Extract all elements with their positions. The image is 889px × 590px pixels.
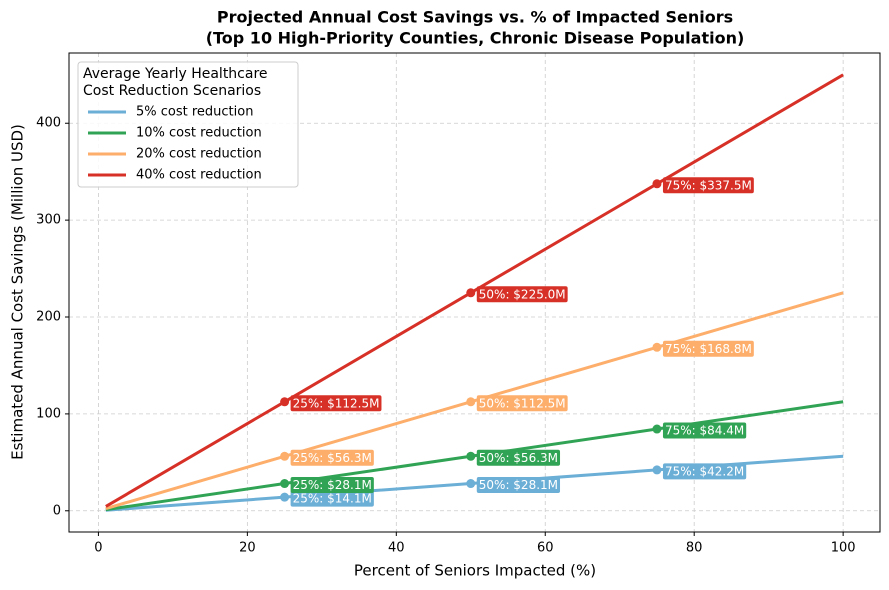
data-label-box (662, 177, 754, 194)
data-point (466, 288, 476, 298)
data-label: 50%: $225.0M (479, 287, 566, 301)
legend-label: 20% cost reduction (136, 147, 262, 162)
data-point (280, 479, 290, 489)
y-tick-label: 200 (36, 310, 61, 325)
data-point (466, 451, 476, 461)
data-label-box (290, 449, 374, 466)
chart-subtitle: (Top 10 High-Priority Counties, Chronic … (206, 29, 745, 48)
data-label-box (290, 395, 382, 412)
data-label: 50%: $28.1M (479, 478, 558, 492)
data-point (466, 397, 476, 407)
y-axis-label: Estimated Annual Cost Savings (Million U… (9, 124, 27, 460)
data-label-group: 75%: $42.2M (662, 463, 747, 480)
data-point (280, 451, 290, 461)
data-label-group: 25%: $14.1M (290, 490, 374, 507)
legend-title: Average Yearly Healthcare (83, 66, 268, 82)
data-label-group: 50%: $112.5M (476, 395, 568, 412)
data-label-group: 25%: $28.1M (290, 477, 374, 494)
data-point (652, 179, 662, 189)
y-tick-label: 100 (36, 406, 61, 421)
data-label-box (476, 395, 568, 412)
data-label-group: 75%: $84.4M (662, 422, 747, 439)
x-tick-label: 20 (239, 541, 256, 556)
x-tick-label: 0 (94, 541, 102, 556)
data-label-group: 50%: $225.0M (476, 286, 568, 303)
data-point (280, 492, 290, 502)
data-label-box (476, 286, 568, 303)
legend-label: 10% cost reduction (136, 126, 262, 141)
data-label: 75%: $84.4M (665, 424, 744, 438)
x-tick-label: 40 (388, 541, 405, 556)
data-point (466, 479, 476, 489)
data-label-box (476, 477, 561, 494)
y-tick-label: 300 (36, 213, 61, 228)
data-label-group: 50%: $28.1M (476, 477, 561, 494)
data-label: 25%: $28.1M (293, 478, 372, 492)
data-label: 75%: $42.2M (665, 464, 744, 478)
data-label: 50%: $56.3M (479, 451, 558, 465)
plot-frame (68, 52, 881, 533)
legend-box (77, 61, 299, 188)
chart-title: Projected Annual Cost Savings vs. % of I… (217, 8, 733, 27)
legend-label: 5% cost reduction (136, 105, 253, 120)
data-label: 75%: $337.5M (665, 178, 752, 192)
data-label-group: 75%: $337.5M (662, 177, 754, 194)
data-label: 25%: $112.5M (293, 396, 380, 410)
data-label: 25%: $56.3M (293, 451, 372, 465)
data-label: 25%: $14.1M (293, 492, 372, 506)
data-label-box (290, 477, 374, 494)
y-tick-label: 0 (53, 503, 61, 518)
data-label-group: 50%: $56.3M (476, 449, 561, 466)
data-label-box (476, 449, 561, 466)
legend-label: 40% cost reduction (136, 168, 262, 183)
data-label: 75%: $168.8M (665, 342, 752, 356)
data-label-group: 75%: $168.8M (662, 340, 754, 357)
data-point (652, 342, 662, 352)
y-tick-label: 400 (36, 116, 61, 131)
data-label-box (290, 490, 374, 507)
data-label-group: 25%: $56.3M (290, 449, 374, 466)
data-label-box (662, 340, 754, 357)
data-label-group: 25%: $112.5M (290, 395, 382, 412)
data-point (652, 465, 662, 475)
data-point (652, 424, 662, 434)
x-tick-label: 60 (537, 541, 554, 556)
x-tick-label: 100 (831, 541, 856, 556)
x-axis-label: Percent of Seniors Impacted (%) (354, 562, 596, 580)
data-label-box (662, 463, 747, 480)
data-label-box (662, 422, 747, 439)
data-label: 50%: $112.5M (479, 396, 566, 410)
data-point (280, 397, 290, 407)
legend-title: Cost Reduction Scenarios (83, 83, 261, 99)
x-tick-label: 80 (686, 541, 703, 556)
